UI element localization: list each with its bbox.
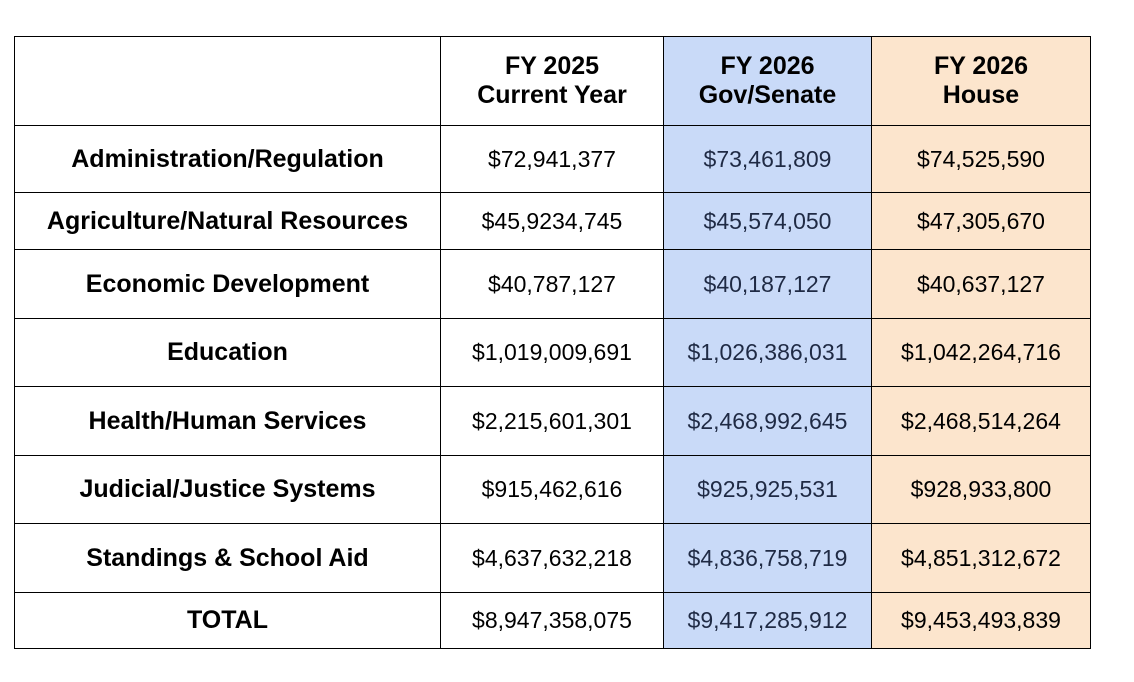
cell-fy2025: $4,637,632,218 <box>440 523 664 593</box>
cell-fy2026-gov-senate: $1,026,386,031 <box>663 318 872 387</box>
total-fy2026-house: $9,453,493,839 <box>871 592 1091 649</box>
table-row: Health/Human Services $2,215,601,301 $2,… <box>14 386 1091 456</box>
row-category: Judicial/Justice Systems <box>14 455 441 524</box>
cell-fy2025: $40,787,127 <box>440 249 664 319</box>
cell-fy2026-gov-senate: $925,925,531 <box>663 455 872 524</box>
header-fy2026-house: FY 2026 House <box>871 36 1091 126</box>
cell-fy2026-house: $74,525,590 <box>871 125 1091 193</box>
cell-fy2026-house: $2,468,514,264 <box>871 386 1091 456</box>
table-row: Economic Development $40,787,127 $40,187… <box>14 249 1091 319</box>
header-fy2026-gov-line2: Gov/Senate <box>698 81 837 109</box>
header-fy2025: FY 2025 Current Year <box>440 36 664 126</box>
header-fy2026-house-line1: FY 2026 <box>933 52 1029 80</box>
total-fy2025: $8,947,358,075 <box>440 592 664 649</box>
table-row: Judicial/Justice Systems $915,462,616 $9… <box>14 455 1091 524</box>
cell-fy2026-house: $40,637,127 <box>871 249 1091 319</box>
row-category: Agriculture/Natural Resources <box>14 192 441 250</box>
cell-fy2026-gov-senate: $2,468,992,645 <box>663 386 872 456</box>
row-category: Standings & School Aid <box>14 523 441 593</box>
header-fy2026-house-line2: House <box>942 81 1020 109</box>
header-fy2025-line1: FY 2025 <box>504 52 600 80</box>
header-fy2026-gov-line1: FY 2026 <box>720 52 815 80</box>
table-row: Standings & School Aid $4,637,632,218 $4… <box>14 523 1091 593</box>
row-category: Administration/Regulation <box>14 125 441 193</box>
header-fy2026-gov-senate: FY 2026 Gov/Senate <box>663 36 872 126</box>
cell-fy2025: $915,462,616 <box>440 455 664 524</box>
corner-cell <box>14 36 441 126</box>
cell-fy2026-house: $47,305,670 <box>871 192 1091 250</box>
cell-fy2025: $72,941,377 <box>440 125 664 193</box>
cell-fy2026-gov-senate: $4,836,758,719 <box>663 523 872 593</box>
row-category: Health/Human Services <box>14 386 441 456</box>
cell-fy2026-house: $928,933,800 <box>871 455 1091 524</box>
cell-fy2026-gov-senate: $73,461,809 <box>663 125 872 193</box>
table-row: Agriculture/Natural Resources $45,9234,7… <box>14 192 1091 250</box>
budget-table: FY 2025 Current Year FY 2026 Gov/Senate … <box>14 36 1091 649</box>
cell-fy2026-house: $4,851,312,672 <box>871 523 1091 593</box>
cell-fy2025: $1,019,009,691 <box>440 318 664 387</box>
table-row: Administration/Regulation $72,941,377 $7… <box>14 125 1091 193</box>
header-fy2025-line2: Current Year <box>477 81 627 109</box>
cell-fy2026-gov-senate: $40,187,127 <box>663 249 872 319</box>
row-category: Education <box>14 318 441 387</box>
total-label: TOTAL <box>14 592 441 649</box>
cell-fy2026-gov-senate: $45,574,050 <box>663 192 872 250</box>
total-fy2026-gov-senate: $9,417,285,912 <box>663 592 872 649</box>
cell-fy2025: $45,9234,745 <box>440 192 664 250</box>
row-category: Economic Development <box>14 249 441 319</box>
cell-fy2025: $2,215,601,301 <box>440 386 664 456</box>
header-row: FY 2025 Current Year FY 2026 Gov/Senate … <box>14 36 1091 126</box>
cell-fy2026-house: $1,042,264,716 <box>871 318 1091 387</box>
total-row: TOTAL $8,947,358,075 $9,417,285,912 $9,4… <box>14 592 1091 649</box>
table-row: Education $1,019,009,691 $1,026,386,031 … <box>14 318 1091 387</box>
